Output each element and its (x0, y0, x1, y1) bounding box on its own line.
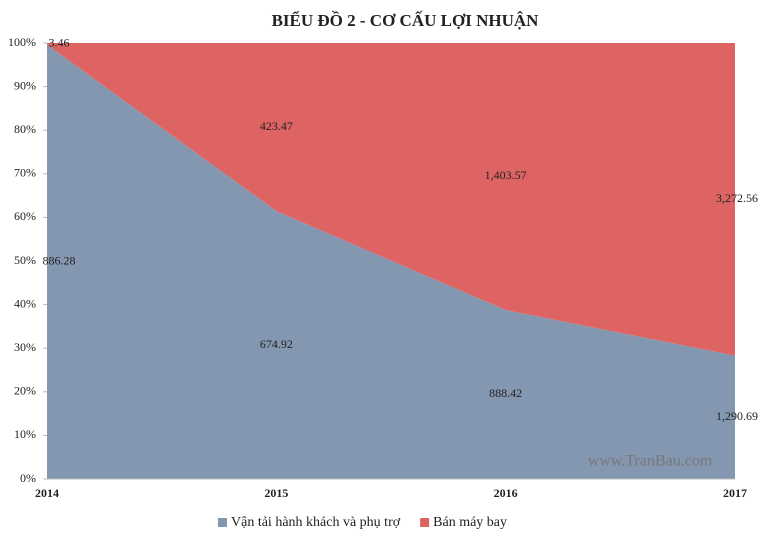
data-label: 423.47 (260, 119, 293, 133)
data-label: 886.28 (43, 254, 76, 268)
watermark: www.TranBau.com (588, 453, 713, 470)
chart-title: BIỂU ĐỒ 2 - CƠ CẤU LỢI NHUẬN (272, 10, 540, 30)
legend-label: Bán máy bay (433, 515, 507, 530)
data-label: 1,290.69 (716, 409, 758, 423)
area (47, 43, 735, 356)
x-tick-label: 2014 (35, 486, 59, 500)
data-label: 3.46 (49, 36, 70, 50)
y-tick-label: 60% (14, 209, 36, 223)
y-tick-label: 30% (14, 340, 36, 354)
data-label: 674.92 (260, 337, 293, 351)
x-tick-label: 2016 (494, 486, 518, 500)
y-tick-label: 40% (14, 296, 36, 310)
y-tick-label: 50% (14, 253, 36, 267)
y-tick-label: 100% (8, 35, 36, 49)
y-tick-label: 80% (14, 122, 36, 136)
legend-swatch (218, 518, 227, 527)
legend-label: Vận tải hành khách và phụ trợ (231, 515, 401, 530)
y-tick-label: 0% (20, 471, 36, 485)
y-tick-label: 10% (14, 427, 36, 441)
y-tick-label: 20% (14, 384, 36, 398)
data-label: 1,403.57 (485, 168, 527, 182)
x-tick-label: 2015 (264, 486, 288, 500)
y-tick-label: 70% (14, 166, 36, 180)
area (47, 44, 735, 480)
data-label: 3,272.56 (716, 191, 758, 205)
x-tick-label: 2017 (723, 486, 747, 500)
legend-swatch (420, 518, 430, 527)
y-tick-label: 90% (14, 78, 36, 92)
data-label: 888.42 (489, 386, 522, 400)
